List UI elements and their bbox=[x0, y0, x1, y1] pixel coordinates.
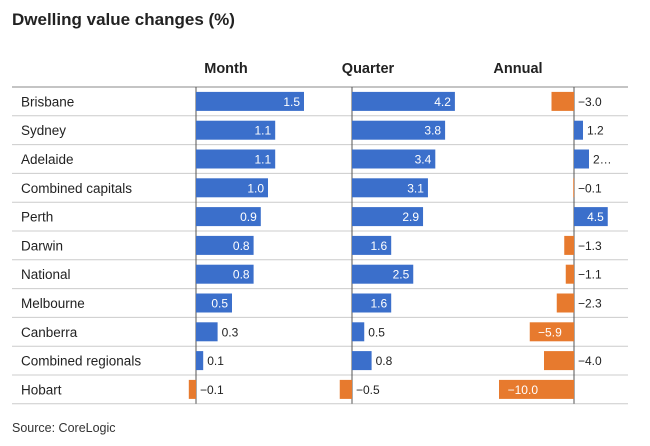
bar-month bbox=[188, 379, 196, 399]
data-label-month: 0.8 bbox=[233, 239, 250, 253]
data-label-quarter: 2.9 bbox=[402, 210, 419, 224]
series-header-quarter: Quarter bbox=[342, 61, 395, 77]
bar-month bbox=[196, 322, 218, 342]
data-label-quarter: 3.1 bbox=[407, 181, 424, 195]
data-label-quarter: 0.5 bbox=[368, 325, 385, 339]
bar-annual bbox=[574, 207, 608, 227]
bar-annual bbox=[574, 120, 583, 140]
data-label-month: 1.1 bbox=[255, 153, 272, 167]
data-label-quarter: 3.4 bbox=[415, 153, 432, 167]
chart-title: Dwelling value changes (%) bbox=[12, 10, 235, 29]
bar-month bbox=[196, 120, 276, 140]
bar-month bbox=[196, 207, 261, 227]
bar-quarter bbox=[352, 149, 436, 169]
bar-month bbox=[196, 91, 304, 111]
bar-quarter bbox=[352, 91, 455, 111]
category-label: Canberra bbox=[21, 325, 78, 340]
data-label-quarter: 3.8 bbox=[424, 124, 441, 138]
data-label-annual: −0.1 bbox=[578, 181, 602, 195]
bar-annual bbox=[574, 149, 589, 169]
data-label-month: 1.0 bbox=[247, 181, 264, 195]
bar-month bbox=[196, 178, 268, 198]
bar-annual bbox=[544, 351, 574, 371]
data-label-month: 0.3 bbox=[222, 325, 239, 339]
bar-quarter bbox=[352, 293, 392, 313]
data-label-annual: −5.9 bbox=[538, 325, 562, 339]
bar-quarter bbox=[352, 264, 414, 284]
data-label-month: 1.5 bbox=[283, 95, 300, 109]
category-label: Combined regionals bbox=[21, 354, 141, 369]
data-label-annual: 2… bbox=[593, 153, 612, 167]
category-label: National bbox=[21, 267, 71, 282]
bar-annual bbox=[564, 235, 574, 255]
bar-annual bbox=[556, 293, 574, 313]
category-label: Perth bbox=[21, 210, 53, 225]
data-label-annual: 1.2 bbox=[587, 124, 604, 138]
bar-quarter bbox=[339, 379, 352, 399]
bar-quarter bbox=[352, 120, 446, 140]
bar-annual bbox=[499, 379, 574, 399]
data-label-annual: −3.0 bbox=[578, 95, 602, 109]
bar-month bbox=[196, 235, 254, 255]
data-label-month: 0.8 bbox=[233, 268, 250, 282]
data-label-annual: −4.0 bbox=[578, 354, 602, 368]
category-label: Melbourne bbox=[21, 296, 85, 311]
bar-quarter bbox=[352, 207, 424, 227]
data-label-month: 0.1 bbox=[207, 354, 224, 368]
data-label-quarter: 1.6 bbox=[371, 297, 388, 311]
source-note: Source: CoreLogic bbox=[12, 421, 116, 435]
data-label-quarter: −0.5 bbox=[356, 383, 380, 397]
bar-month bbox=[196, 351, 204, 371]
category-label: Darwin bbox=[21, 238, 63, 253]
category-label: Sydney bbox=[21, 123, 66, 138]
data-label-month: 0.5 bbox=[211, 297, 228, 311]
data-label-quarter: 1.6 bbox=[371, 239, 388, 253]
data-label-quarter: 4.2 bbox=[434, 95, 451, 109]
bar-month bbox=[196, 293, 232, 313]
data-label-quarter: 0.8 bbox=[376, 354, 393, 368]
bar-quarter bbox=[352, 235, 392, 255]
bar-month bbox=[196, 149, 276, 169]
data-label-annual: −2.3 bbox=[578, 297, 602, 311]
series-header-month: Month bbox=[204, 61, 247, 77]
category-label: Combined capitals bbox=[21, 181, 132, 196]
data-label-annual: −1.3 bbox=[578, 239, 602, 253]
series-header-annual: Annual bbox=[493, 61, 542, 77]
data-label-annual: −10.0 bbox=[508, 383, 539, 397]
data-label-month: 1.1 bbox=[255, 124, 272, 138]
data-label-quarter: 2.5 bbox=[393, 268, 410, 282]
data-label-annual: −1.1 bbox=[578, 268, 602, 282]
data-label-month: 0.9 bbox=[240, 210, 257, 224]
bar-annual bbox=[573, 178, 575, 198]
bar-annual bbox=[565, 264, 574, 284]
data-label-annual: 4.5 bbox=[587, 210, 604, 224]
bar-annual bbox=[529, 322, 574, 342]
bar-month bbox=[196, 264, 254, 284]
bar-quarter bbox=[352, 322, 365, 342]
bar-quarter bbox=[352, 351, 372, 371]
bar-annual bbox=[551, 91, 574, 111]
data-label-month: −0.1 bbox=[200, 383, 224, 397]
category-label: Brisbane bbox=[21, 94, 74, 109]
category-label: Hobart bbox=[21, 382, 62, 397]
category-label: Adelaide bbox=[21, 152, 74, 167]
bar-quarter bbox=[352, 178, 428, 198]
